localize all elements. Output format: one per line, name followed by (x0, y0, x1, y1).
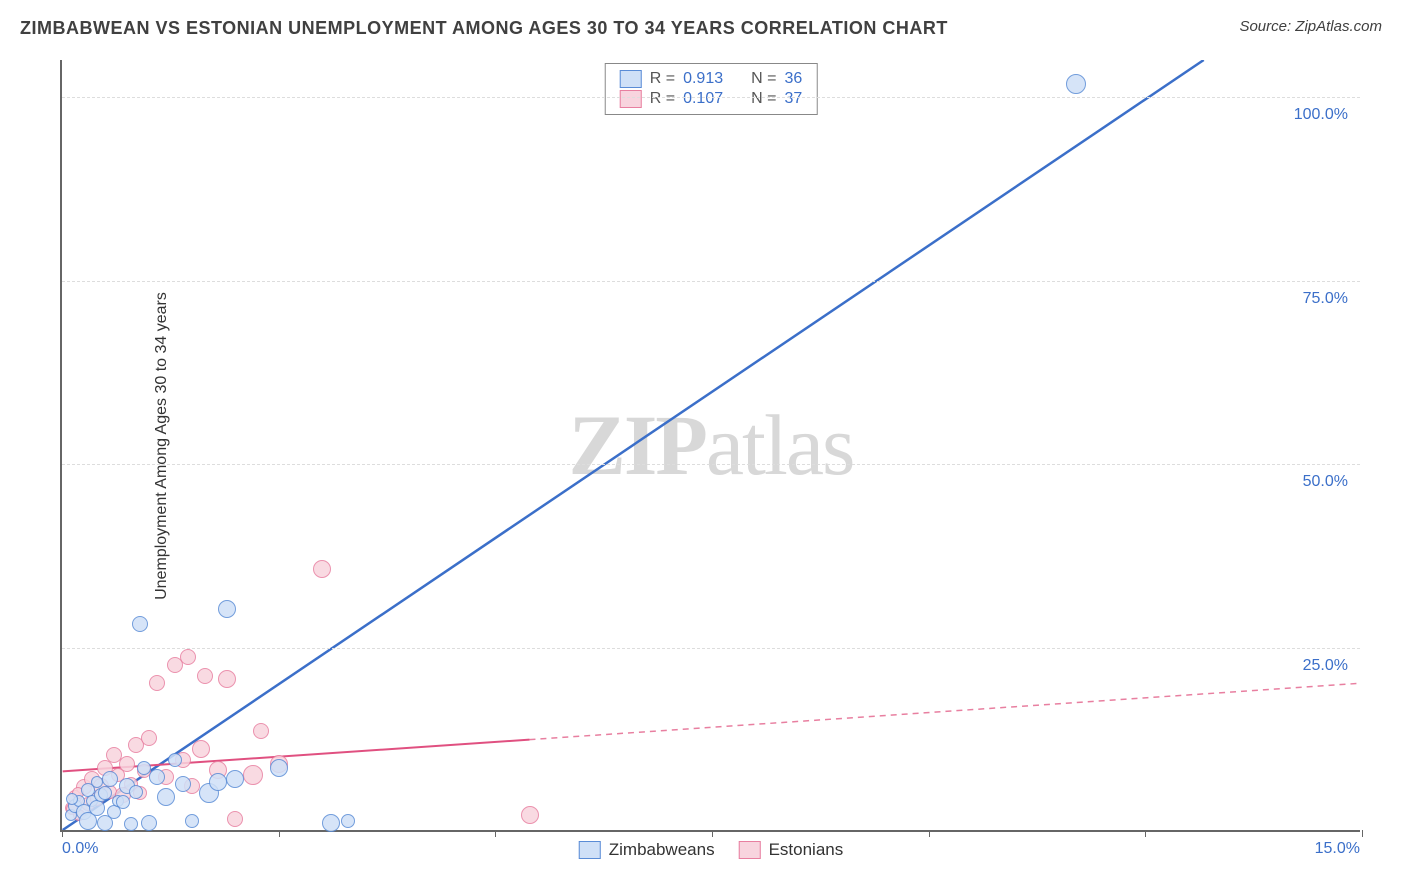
legend-swatch (739, 841, 761, 859)
gridline (62, 281, 1360, 282)
scatter-point (149, 769, 165, 785)
scatter-point (129, 785, 143, 799)
legend-series-label: Estonians (769, 840, 844, 860)
scatter-point (180, 649, 196, 665)
scatter-point (98, 786, 112, 800)
scatter-point (209, 773, 227, 791)
scatter-point (132, 616, 148, 632)
scatter-point (66, 793, 78, 805)
legend-series-label: Zimbabweans (609, 840, 715, 860)
scatter-point (1066, 74, 1086, 94)
correlation-legend: R =0.913N =36R =0.107N =37 (605, 63, 818, 115)
legend-swatch (620, 90, 642, 108)
scatter-point (137, 761, 151, 775)
y-tick-label: 25.0% (1303, 657, 1348, 675)
scatter-point (192, 740, 210, 758)
y-tick-label: 100.0% (1294, 106, 1348, 124)
scatter-point (149, 675, 165, 691)
scatter-point (89, 800, 105, 816)
scatter-point (119, 756, 135, 772)
legend-stat-row: R =0.913N =36 (620, 69, 803, 89)
x-tick-mark (279, 830, 280, 837)
gridline (62, 97, 1360, 98)
plot-area: ZIPatlas R =0.913N =36R =0.107N =37 Zimb… (60, 60, 1360, 832)
scatter-point (185, 814, 199, 828)
gridline (62, 464, 1360, 465)
x-tick-label: 0.0% (62, 840, 98, 858)
x-tick-mark (929, 830, 930, 837)
watermark: ZIPatlas (569, 395, 854, 495)
scatter-point (218, 670, 236, 688)
y-tick-label: 75.0% (1303, 290, 1348, 308)
legend-stat-row: R =0.107N =37 (620, 89, 803, 109)
scatter-point (227, 811, 243, 827)
chart-title: ZIMBABWEAN VS ESTONIAN UNEMPLOYMENT AMON… (20, 18, 948, 39)
scatter-point (313, 560, 331, 578)
x-tick-mark (62, 830, 63, 837)
scatter-point (521, 806, 539, 824)
legend-series-item: Estonians (739, 840, 844, 860)
x-tick-mark (1145, 830, 1146, 837)
scatter-point (218, 600, 236, 618)
scatter-point (116, 795, 130, 809)
legend-series-item: Zimbabweans (579, 840, 715, 860)
scatter-point (124, 817, 138, 831)
scatter-point (197, 668, 213, 684)
scatter-point (157, 788, 175, 806)
scatter-point (175, 776, 191, 792)
series-legend: Zimbabweans Estonians (579, 840, 844, 860)
trend-lines-layer (62, 60, 1360, 830)
scatter-point (243, 765, 263, 785)
gridline (62, 648, 1360, 649)
scatter-point (270, 759, 288, 777)
scatter-point (168, 753, 182, 767)
x-tick-mark (495, 830, 496, 837)
scatter-point (102, 771, 118, 787)
legend-swatch (620, 70, 642, 88)
legend-swatch (579, 841, 601, 859)
scatter-point (322, 814, 340, 832)
scatter-point (141, 730, 157, 746)
source-attribution: Source: ZipAtlas.com (1239, 18, 1382, 35)
scatter-point (141, 815, 157, 831)
x-tick-mark (712, 830, 713, 837)
scatter-point (226, 770, 244, 788)
x-tick-mark (1362, 830, 1363, 837)
y-tick-label: 50.0% (1303, 473, 1348, 491)
scatter-point (253, 723, 269, 739)
x-tick-label: 15.0% (1315, 840, 1360, 858)
scatter-point (341, 814, 355, 828)
